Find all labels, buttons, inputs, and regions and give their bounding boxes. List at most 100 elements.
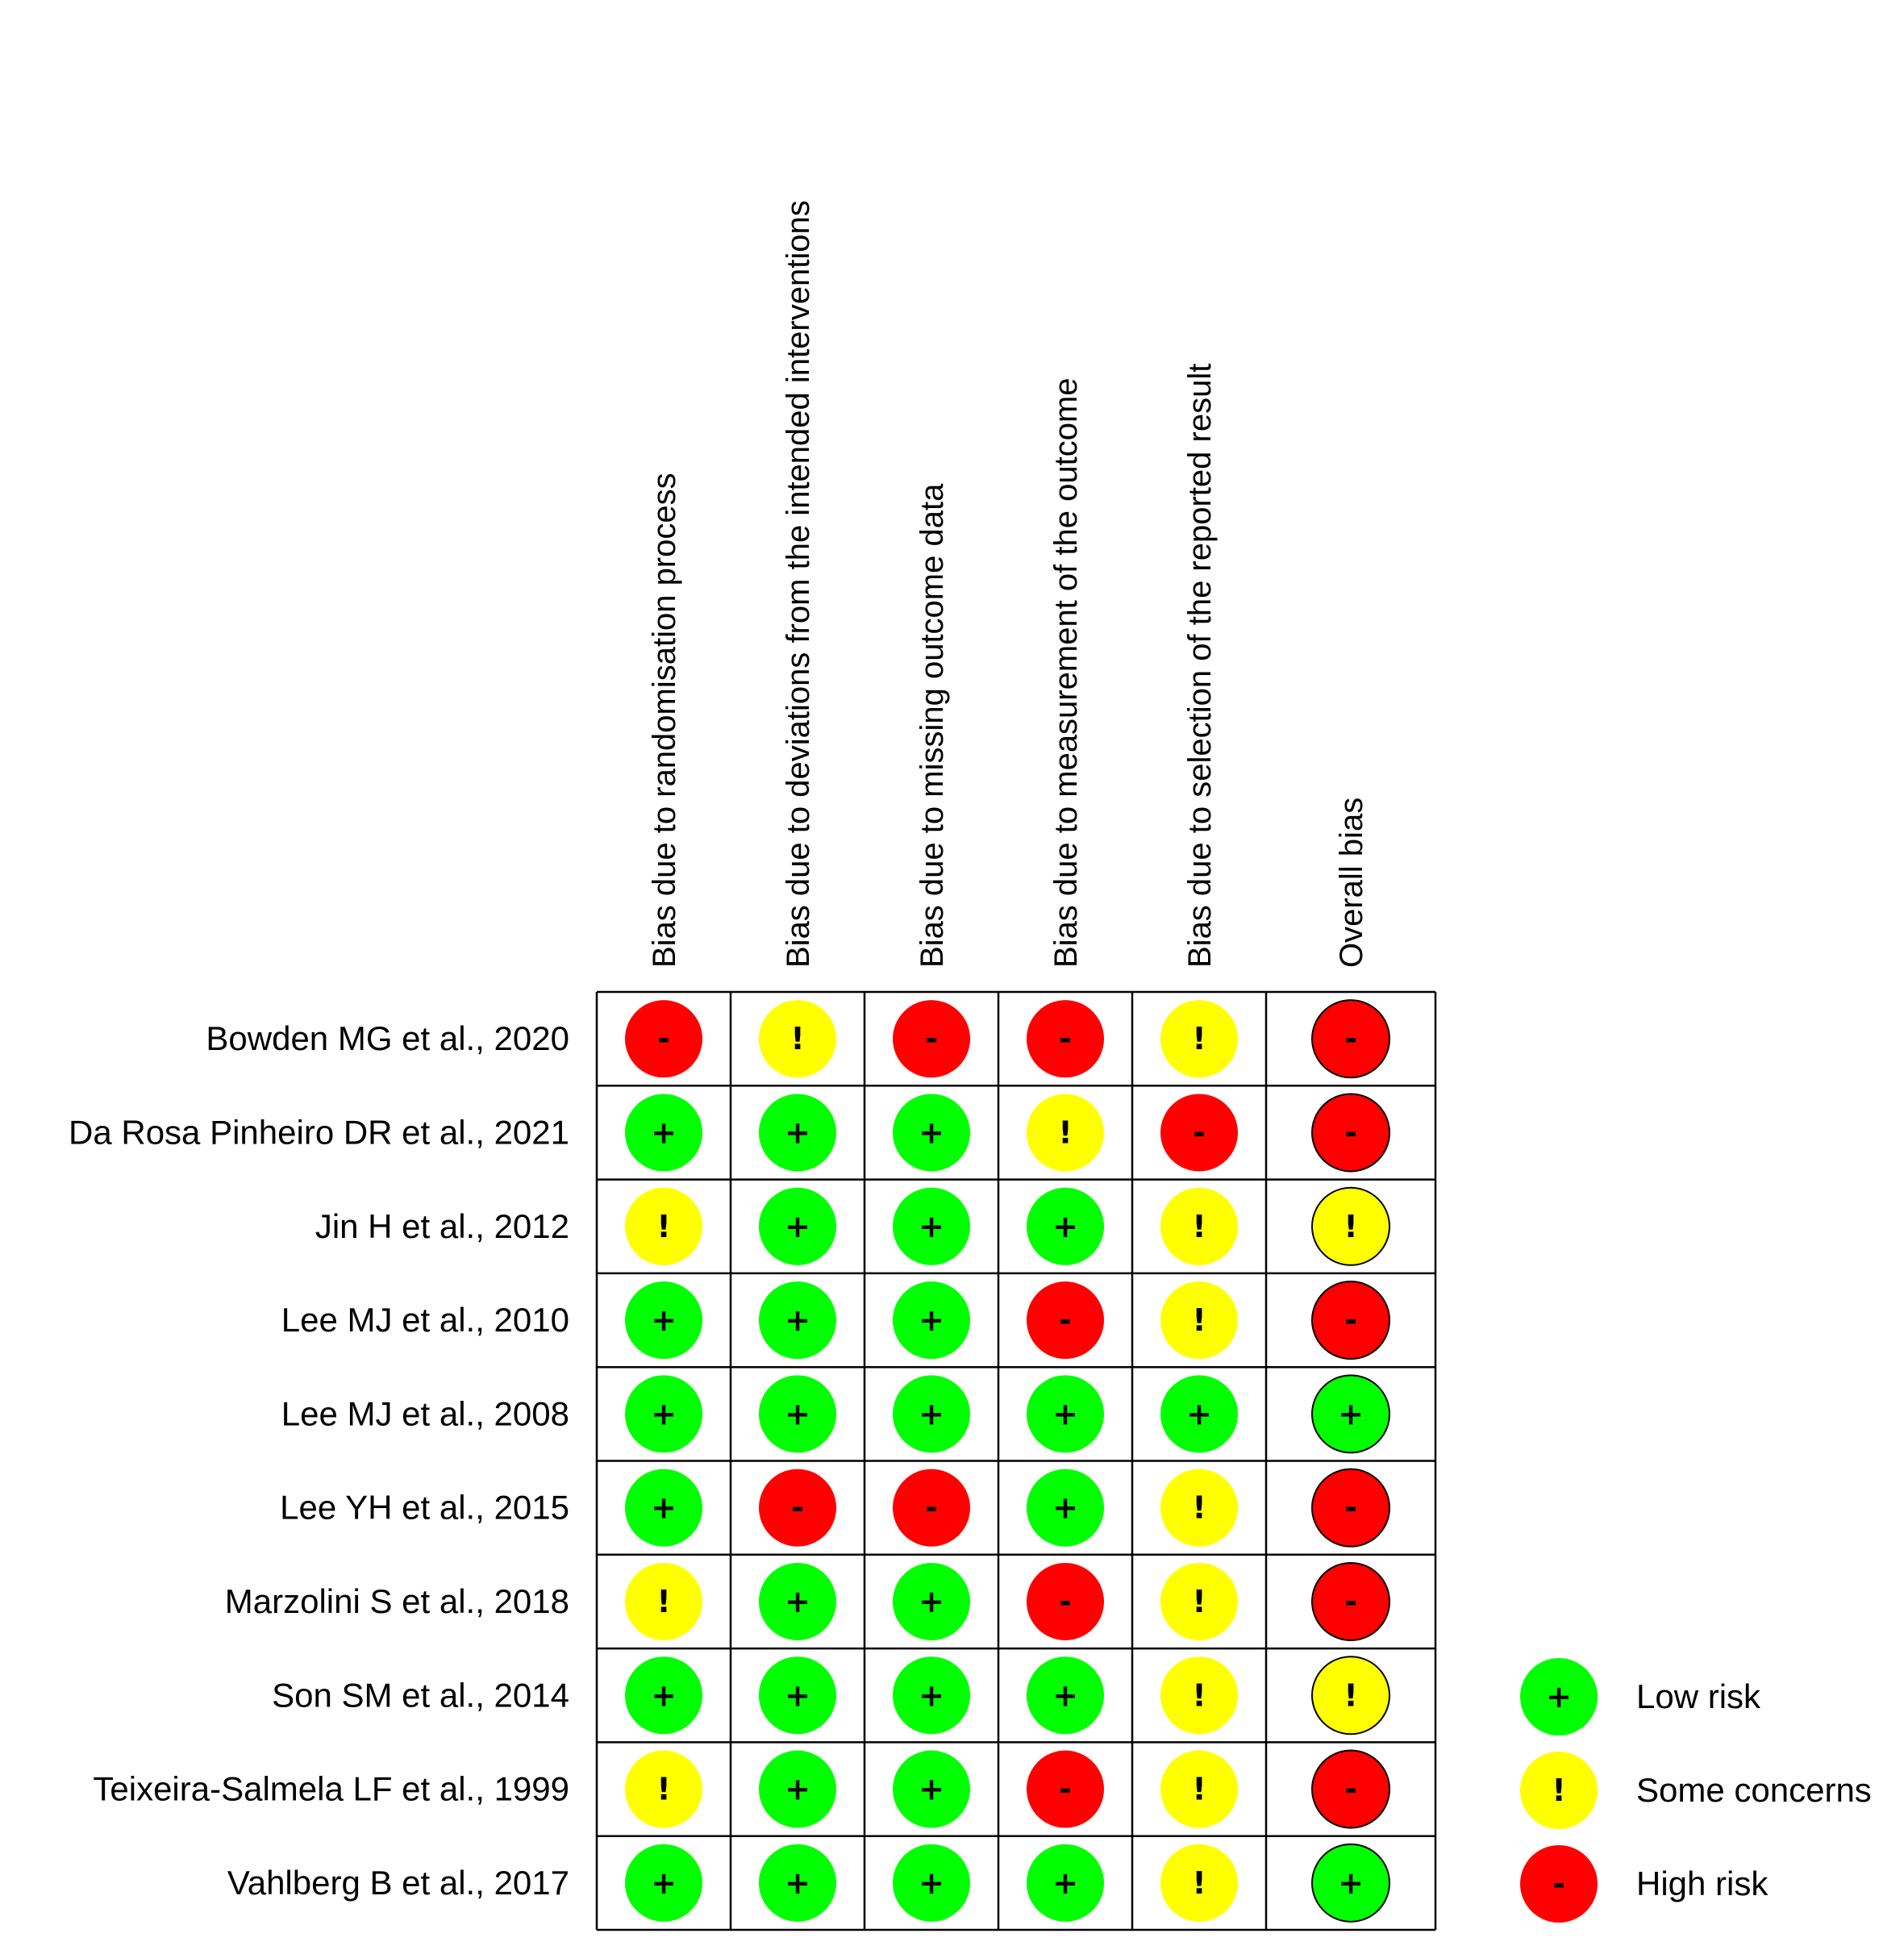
judgement-circle-high [893,1469,970,1547]
judgement-circle-some [1160,1750,1238,1828]
judgement-symbol: + [919,1209,944,1244]
judgement-symbol: - [1059,1772,1072,1807]
legend-circle-low [1520,1658,1598,1735]
judgement-symbol: - [1193,1115,1206,1150]
judgement-circle-some [1160,1000,1238,1078]
judgement-circle-low [759,1562,836,1640]
judgement-circle-low [1311,1374,1390,1454]
judgement-symbol: ! [790,1021,804,1056]
judgement-circle-some [1160,1469,1238,1547]
judgement-symbol: + [1186,1396,1212,1431]
judgement-symbol: - [1059,1302,1072,1338]
judgement-circle-low [893,1281,970,1360]
study-label: Teixeira-Salmela LF et al., 1999 [93,1770,569,1808]
judgement-circle-low [625,1281,702,1360]
judgement-symbol: + [785,1396,810,1431]
judgement-circle-low [759,1281,836,1360]
judgement-symbol: + [1052,1209,1078,1244]
study-label: Lee YH et al., 2015 [280,1489,569,1527]
judgement-circle-low [625,1469,702,1547]
judgement-circle-high [1311,1093,1390,1173]
judgement-symbol: + [651,1865,677,1901]
judgement-symbol: - [1344,1584,1357,1619]
judgement-symbol: ! [1058,1115,1072,1150]
judgement-symbol: - [791,1490,804,1526]
judgement-circle-low [893,1656,970,1735]
judgement-circle-low [1027,1469,1104,1547]
judgement-symbol: + [651,1677,677,1713]
judgement-circle-low [1027,1656,1104,1735]
judgement-symbol: ! [656,1772,670,1807]
judgement-symbol: + [1052,1865,1078,1901]
judgement-circle-some [1160,1187,1238,1265]
legend-circle-some [1520,1752,1598,1829]
judgement-symbol: + [919,1396,944,1431]
legend-symbol: ! [1552,1773,1565,1808]
judgement-circle-some [1160,1562,1238,1640]
judgement-circle-high [1311,1281,1390,1360]
judgement-symbol: ! [1192,1302,1206,1338]
legend: + Low risk! Some concerns - High risk [1520,1658,1872,1923]
judgement-symbol: + [919,1772,944,1807]
judgement-circle-some [1160,1656,1238,1735]
judgement-symbol: + [651,1115,677,1150]
judgement-circle-low [759,1187,836,1265]
judgement-circle-high [759,1469,836,1547]
judgement-circle-some [625,1750,702,1828]
judgement-circle-low [625,1375,702,1453]
legend-symbol: - [1552,1866,1565,1902]
judgement-circle-low [625,1094,702,1172]
legend-label: Low risk [1636,1677,1761,1715]
judgement-symbol: ! [1192,1490,1206,1526]
judgement-symbol: + [919,1865,944,1901]
judgement-circle-high [1027,1562,1104,1640]
legend-symbol: + [1546,1679,1572,1715]
judgement-symbol: ! [1192,1677,1206,1713]
judgement-circle-low [893,1375,970,1453]
judgement-circle-low [1027,1844,1104,1922]
judgement-symbol: ! [1192,1584,1206,1619]
domain-header: Bias due to selection of the reported re… [1182,364,1218,968]
judgement-symbol: ! [1192,1865,1206,1901]
judgement-circle-low [759,1656,836,1735]
legend-circle-high [1520,1845,1598,1923]
judgement-circle-low [1160,1375,1238,1453]
judgement-circle-some [625,1562,702,1640]
study-labels: Bowden MG et al., 2020 Da Rosa Pinheiro D… [69,1019,569,1902]
judgement-symbol: + [785,1115,810,1150]
judgement-circle-low [893,1562,970,1640]
judgement-circle-high [893,1000,970,1078]
study-label: Lee MJ et al., 2010 [281,1301,569,1339]
judgement-symbol: + [1052,1490,1078,1526]
judgement-symbol: + [785,1865,810,1901]
judgement-circle-some [1311,1656,1390,1735]
judgement-circle-low [759,1750,836,1828]
judgement-circle-low [759,1375,836,1453]
judgement-symbol: - [925,1490,938,1526]
judgement-symbol: ! [1192,1772,1206,1807]
judgement-symbol: - [925,1021,938,1056]
judgement-circle-some [1160,1281,1238,1360]
study-label: Da Rosa Pinheiro DR et al., 2021 [69,1113,569,1151]
study-label: Son SM et al., 2014 [272,1676,569,1714]
domain-header: Bias due to missing outcome data [915,483,950,968]
judgement-circle-low [625,1844,702,1922]
legend-label: High risk [1636,1865,1769,1902]
judgement-circle-low [893,1094,970,1172]
judgement-circle-high [1311,999,1390,1079]
judgement-symbol: - [657,1021,670,1056]
judgement-circle-low [759,1844,836,1922]
judgement-circle-high [625,1000,702,1078]
judgement-circle-low [1311,1843,1390,1923]
judgement-symbol: + [1052,1396,1078,1431]
judgement-symbol: + [785,1209,810,1244]
domain-headers: Bias due to randomisation process Bias du… [647,200,1369,968]
judgement-symbol: - [1344,1021,1357,1056]
judgement-symbol: ! [1344,1677,1357,1713]
judgement-symbol: ! [1192,1021,1206,1056]
judgement-symbol: + [919,1584,944,1619]
judgement-symbol: ! [1344,1209,1357,1244]
judgement-symbol: - [1344,1302,1357,1338]
judgement-symbol: + [919,1302,944,1338]
judgement-symbol: ! [656,1209,670,1244]
